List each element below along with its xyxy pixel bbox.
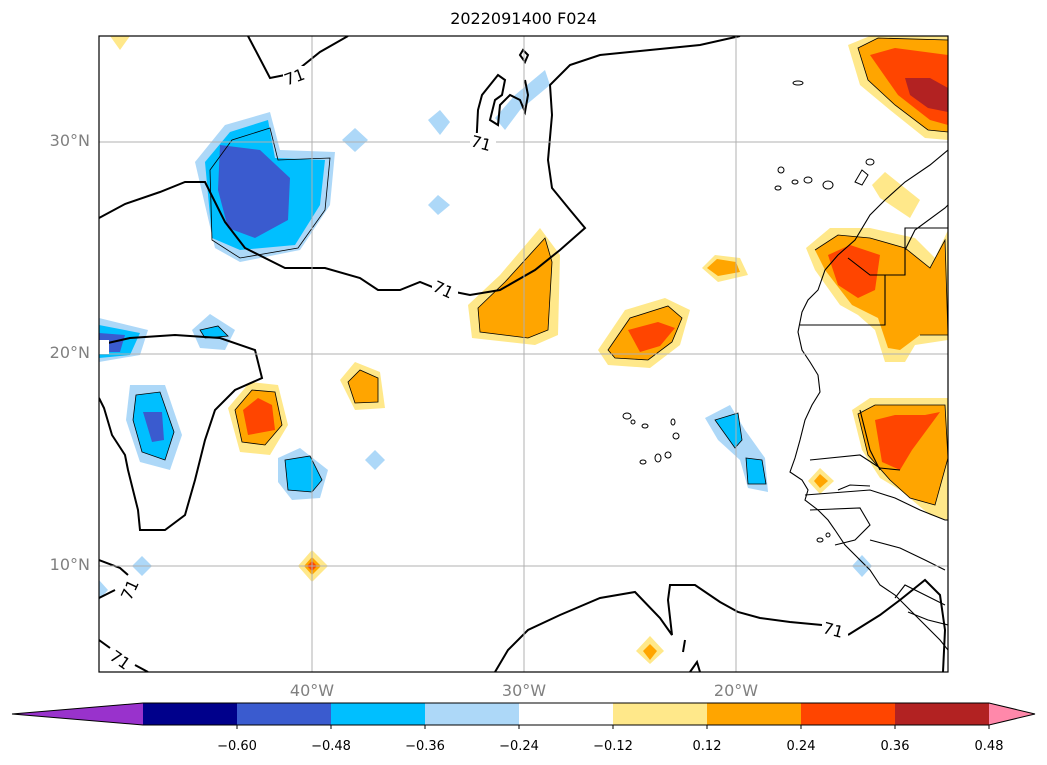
lon-label-30w: 30°W — [501, 681, 547, 700]
lat-label-10n: 10°N — [49, 555, 90, 574]
colorbar-tick-label: 0.48 — [974, 739, 1004, 754]
colorbar-tick-label: −0.36 — [405, 739, 445, 754]
plot-frame — [98, 35, 949, 673]
islands — [622, 80, 875, 543]
colorbar-segment — [331, 703, 426, 725]
colorbar-tick-label: −0.60 — [217, 739, 257, 754]
coastlines — [789, 149, 948, 651]
positive-anomaly-regions — [110, 36, 948, 664]
colorbar-extend-low — [12, 703, 143, 725]
colorbar-tick-label: 0.36 — [880, 739, 910, 754]
shaded-anomaly-layer — [99, 36, 948, 672]
colorbar-segment — [519, 703, 614, 725]
thin-contours — [132, 37, 948, 506]
colorbar-tick-label: −0.12 — [593, 739, 633, 754]
map-title: 2022091400 F024 — [450, 9, 597, 28]
contour-label: 71 — [469, 131, 494, 155]
colorbar — [11, 702, 1036, 729]
colorbar-tick-label: 0.12 — [692, 739, 722, 754]
negative-anomaly-regions — [99, 70, 872, 600]
colorbar-segment — [425, 703, 520, 725]
colorbar-tick-label: −0.48 — [311, 739, 351, 754]
lon-label-20w: 20°W — [713, 681, 759, 700]
colorbar-segment — [895, 703, 990, 725]
colorbar-segment — [707, 703, 802, 725]
contour-label: 71 — [821, 618, 846, 642]
colorbar-tick-label: −0.24 — [499, 739, 539, 754]
lon-label-40w: 40°W — [289, 681, 335, 700]
contour-label-knockouts — [99, 66, 848, 668]
colorbar-extend-high — [989, 703, 1035, 725]
gridlines — [99, 36, 948, 672]
thick-contour-lines — [99, 36, 947, 672]
colorbar-tick-label: 0.24 — [786, 739, 816, 754]
lat-label-20n: 20°N — [49, 343, 90, 362]
colorbar-segment — [801, 703, 896, 725]
colorbar-segment — [613, 703, 708, 725]
lat-label-30n: 30°N — [49, 131, 90, 150]
colorbar-outline — [11, 702, 1036, 726]
colorbar-segment — [143, 703, 238, 725]
colorbar-segment — [237, 703, 332, 725]
